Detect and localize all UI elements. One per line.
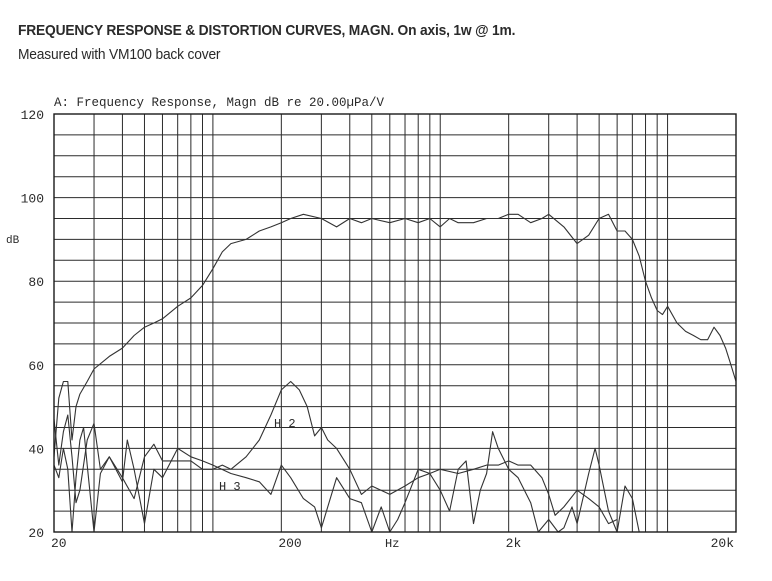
grid [54, 114, 736, 532]
h2-distortion-line [53, 380, 618, 525]
h2-annotation: H 2 [274, 417, 296, 431]
h3-distortion-line [53, 426, 640, 533]
y-tick-label: 80 [28, 275, 44, 290]
x-tick-label: 20 [51, 536, 67, 551]
plot-border [53, 113, 737, 533]
page-subtitle: Measured with VM100 back cover [18, 46, 221, 63]
y-tick-label: 60 [28, 359, 44, 374]
x-axis-label: Hz [385, 537, 399, 551]
plot-frame [53, 113, 737, 533]
y-axis-label: dB [6, 235, 20, 247]
chart-title: A: Frequency Response, Magn dB re 20.00µ… [54, 96, 385, 110]
page-title: FREQUENCY RESPONSE & DISTORTION CURVES, … [18, 22, 516, 39]
y-tick-label: 100 [21, 192, 44, 207]
y-tick-label: 40 [28, 442, 44, 457]
h3-annotation: H 3 [219, 480, 241, 494]
x-tick-label: 2k [506, 536, 522, 551]
y-tick-label: 120 [21, 108, 44, 123]
series-layer [53, 213, 737, 533]
frequency-response-line [53, 213, 737, 457]
y-tick-label: 20 [28, 526, 44, 541]
x-tick-label: 200 [278, 536, 301, 551]
x-tick-label: 20k [711, 536, 735, 551]
chart-text: A: Frequency Response, Magn dB re 20.00µ… [6, 96, 734, 551]
